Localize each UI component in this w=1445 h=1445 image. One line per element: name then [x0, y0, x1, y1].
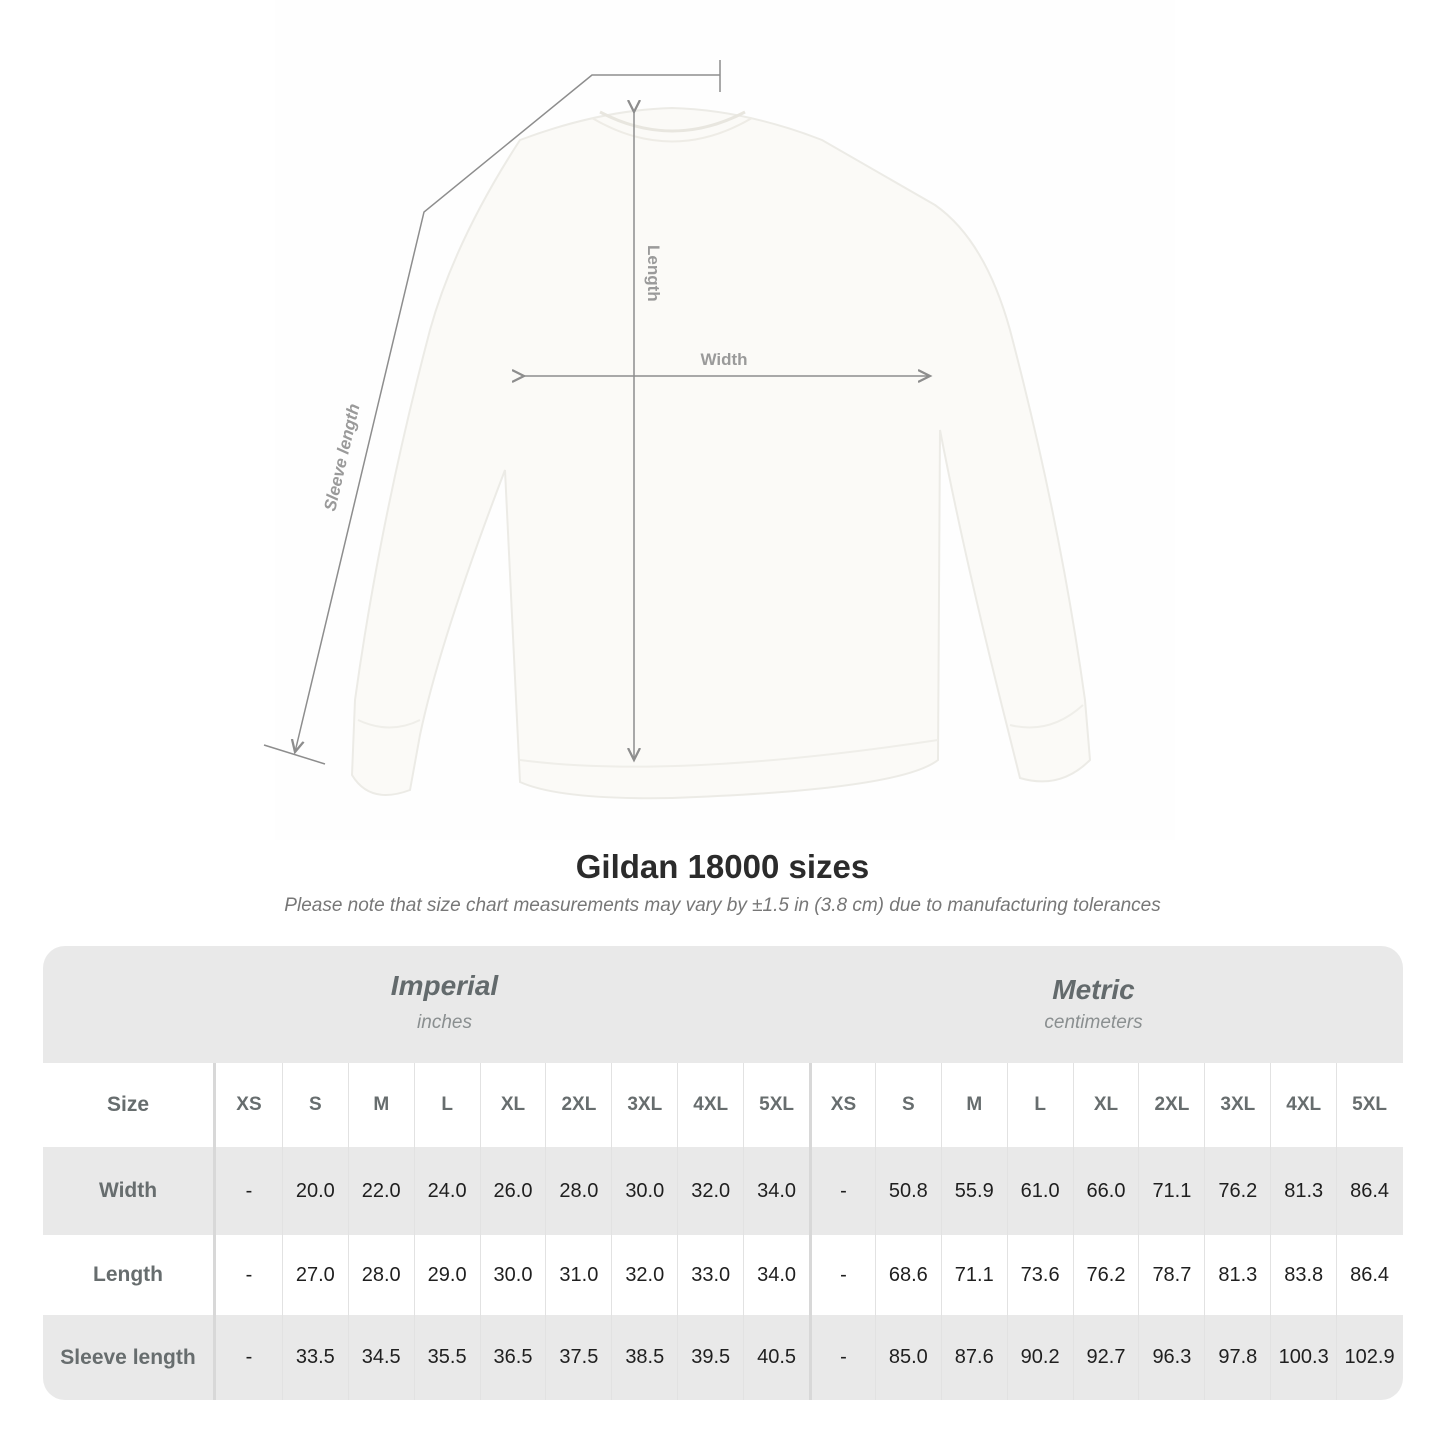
metric-value-cell: 61.0 — [1006, 1147, 1073, 1235]
metric-value-cell: 86.4 — [1336, 1235, 1402, 1315]
metric-value-cell: 96.3 — [1138, 1315, 1204, 1400]
size-column-header: M — [347, 1063, 414, 1147]
metric-value-cell: 76.2 — [1204, 1147, 1270, 1235]
row-label: Length — [43, 1235, 216, 1315]
size-column-header: 4XL — [677, 1063, 743, 1147]
imperial-value-cell: 33.5 — [281, 1315, 348, 1400]
size-column-header: S — [874, 1063, 941, 1147]
imperial-value-cell: 37.5 — [545, 1315, 611, 1400]
size-column-header: XL — [479, 1063, 546, 1147]
row-label: Width — [43, 1147, 216, 1235]
imperial-value-cell: 27.0 — [281, 1235, 348, 1315]
imperial-value-cell: 33.0 — [677, 1235, 743, 1315]
size-column-header: 5XL — [1336, 1063, 1402, 1147]
metric-value-cell: 81.3 — [1204, 1235, 1270, 1315]
size-column-header: 3XL — [611, 1063, 677, 1147]
metric-value-cell: 97.8 — [1204, 1315, 1270, 1400]
metric-value-cell: 100.3 — [1270, 1315, 1336, 1400]
imperial-value-cell: 34.0 — [743, 1147, 809, 1235]
row-label: Sleeve length — [43, 1315, 216, 1400]
metric-value-cell: 71.1 — [940, 1235, 1007, 1315]
imperial-value-cell: - — [245, 1346, 253, 1368]
imperial-value-cell: 30.0 — [479, 1235, 546, 1315]
metric-value-cell: 66.0 — [1072, 1147, 1139, 1235]
size-column-header: XS — [236, 1094, 262, 1115]
metric-value-cell: 71.1 — [1138, 1147, 1204, 1235]
imperial-value-cell: 31.0 — [545, 1235, 611, 1315]
sweatshirt-diagram: Length Width Sleeve length — [263, 60, 1092, 800]
size-header-label: Size — [43, 1063, 216, 1147]
metric-value-cell: 83.8 — [1270, 1235, 1336, 1315]
imperial-value-cell: - — [245, 1179, 253, 1202]
size-column-header: XL — [1072, 1063, 1139, 1147]
metric-title: Metric — [1052, 974, 1135, 1005]
size-column-header: 2XL — [1138, 1063, 1204, 1147]
metric-value-cell: 68.6 — [874, 1235, 941, 1315]
imperial-header: Imperial inches — [216, 946, 673, 1034]
imperial-unit: inches — [417, 1012, 472, 1033]
imperial-value-cell: 22.0 — [347, 1147, 414, 1235]
imperial-value-cell: 20.0 — [281, 1147, 348, 1235]
imperial-value-cell: 29.0 — [413, 1235, 480, 1315]
size-column-header: 2XL — [545, 1063, 611, 1147]
size-header-row: Size XS S M L XL 2XL 3XL 4XL 5XL XS S M L XL 2XL 3XL 4XL 5… — [43, 1063, 1403, 1147]
imperial-value-cell: 28.0 — [347, 1235, 414, 1315]
size-column-header: 4XL — [1270, 1063, 1336, 1147]
metric-value-cell: 78.7 — [1138, 1235, 1204, 1315]
imperial-value-cell: 40.5 — [743, 1315, 809, 1400]
metric-value-cell: 102.9 — [1336, 1315, 1402, 1400]
metric-value-cell: 50.8 — [874, 1147, 941, 1235]
metric-value-cell: 92.7 — [1072, 1315, 1139, 1400]
metric-value-cell: - — [809, 1147, 875, 1235]
metric-value-cell: - — [809, 1315, 875, 1400]
table-row-width: Width -20.0 22.0 24.0 26.0 28.0 30.0 32.0 34.0-5… — [43, 1147, 1403, 1235]
metric-unit: centimeters — [1044, 1012, 1143, 1033]
imperial-value-cell: - — [245, 1263, 253, 1286]
table-row-sleeve-length: Sleeve length - 33.5 34.5 35.5 36.5 37.5 38.5 39… — [43, 1315, 1403, 1400]
imperial-value-cell: 28.0 — [545, 1147, 611, 1235]
length-label: Length — [644, 245, 663, 302]
metric-value-cell: 73.6 — [1006, 1235, 1073, 1315]
imperial-value-cell: 35.5 — [413, 1315, 480, 1400]
table-row-length: Length -27.0 28.0 29.0 30.0 31.0 32.0 33.0 34.0-… — [43, 1235, 1403, 1315]
metric-value-cell: 76.2 — [1072, 1235, 1139, 1315]
size-column-header: XS — [809, 1063, 875, 1147]
chart-title: Gildan 18000 sizes — [575, 848, 870, 885]
width-label: Width — [700, 350, 747, 369]
sleeve-line — [295, 74, 720, 752]
size-column-header: 3XL — [1204, 1063, 1270, 1147]
size-column-header: S — [281, 1063, 348, 1147]
imperial-value-cell: 32.0 — [677, 1147, 743, 1235]
metric-value-cell: - — [809, 1235, 875, 1315]
imperial-value-cell: 39.5 — [677, 1315, 743, 1400]
metric-header: Metric centimeters — [810, 946, 1377, 1034]
imperial-value-cell: 34.5 — [347, 1315, 414, 1400]
size-column-header: L — [413, 1063, 480, 1147]
imperial-value-cell: 30.0 — [611, 1147, 677, 1235]
imperial-value-cell: 38.5 — [611, 1315, 677, 1400]
metric-value-cell: 86.4 — [1336, 1147, 1402, 1235]
unit-header-band — [43, 946, 1403, 1063]
imperial-value-cell: 26.0 — [479, 1147, 546, 1235]
metric-value-cell: 55.9 — [940, 1147, 1007, 1235]
size-column-header: L — [1006, 1063, 1073, 1147]
metric-value-cell: 85.0 — [874, 1315, 941, 1400]
size-column-header: M — [940, 1063, 1007, 1147]
sweatshirt-image — [350, 106, 1092, 800]
size-table: Imperial inches Metric centimeters Size X… — [43, 946, 1403, 1400]
imperial-value-cell: 36.5 — [479, 1315, 546, 1400]
imperial-value-cell: 34.0 — [743, 1235, 809, 1315]
tolerance-note: Please note that size chart measurements… — [284, 895, 1161, 916]
imperial-value-cell: 32.0 — [611, 1235, 677, 1315]
size-column-header: 5XL — [743, 1063, 809, 1147]
metric-value-cell: 87.6 — [940, 1315, 1007, 1400]
metric-value-cell: 90.2 — [1006, 1315, 1073, 1400]
metric-value-cell: 81.3 — [1270, 1147, 1336, 1235]
imperial-title: Imperial — [390, 970, 499, 1001]
imperial-value-cell: 24.0 — [413, 1147, 480, 1235]
